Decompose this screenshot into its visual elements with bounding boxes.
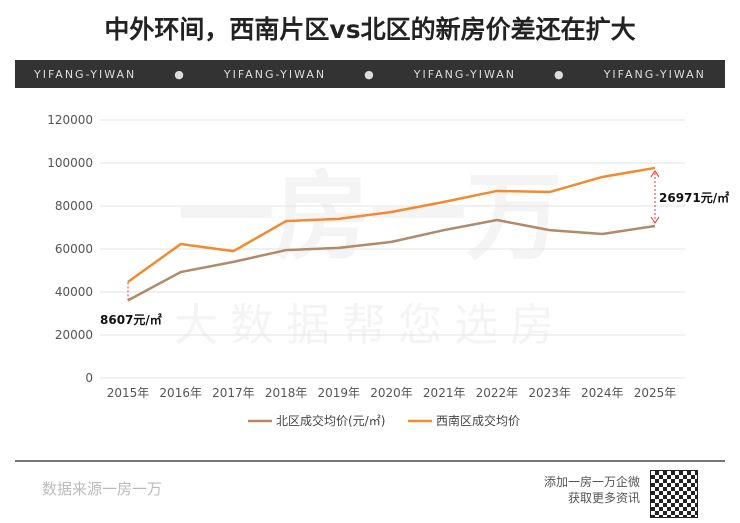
- y-tick-label: 20000: [55, 328, 93, 342]
- legend-label: 西南区成交均价: [436, 413, 520, 428]
- band-dot: ●: [174, 67, 186, 81]
- x-tick-label: 2025年: [634, 386, 677, 400]
- y-tick-label: 0: [85, 371, 93, 385]
- series-line-0: [127, 218, 656, 302]
- x-tick-label: 2019年: [318, 386, 361, 400]
- y-tick-label: 100000: [47, 156, 93, 170]
- x-tick-label: 2022年: [476, 386, 519, 400]
- band-text: YIFANG-YIWAN: [34, 67, 137, 81]
- watermark: 大数据帮您选房: [174, 300, 566, 351]
- promo-text: 添加一房一万企微获取更多资讯: [544, 474, 640, 506]
- annotation: 26971元/㎡: [659, 190, 729, 205]
- data-source: 数据来源一房一万: [42, 480, 163, 498]
- y-tick-label: 120000: [47, 113, 93, 127]
- arrow-icon: [650, 170, 660, 224]
- x-tick-label: 2021年: [423, 386, 466, 400]
- x-tick-label: 2016年: [159, 386, 202, 400]
- brand-band: YIFANG-YIWAN ● YIFANG-YIWAN ● YIFANG-YIW…: [15, 60, 725, 88]
- watermark: 一房一万: [178, 161, 562, 273]
- annotation: 8607元/㎡: [100, 312, 162, 327]
- series-line-1: [127, 166, 656, 283]
- y-tick-label: 60000: [55, 242, 93, 256]
- promo-line: 添加一房一万企微: [543, 475, 640, 489]
- band-dot: ●: [554, 67, 566, 81]
- band-text: YIFANG-YIWAN: [413, 67, 517, 81]
- band-text: YIFANG-YIWAN: [223, 67, 327, 81]
- page-title: 中外环间，西南片区vs北区的新房价差还在扩大: [104, 15, 636, 44]
- x-tick-label: 2018年: [265, 386, 308, 400]
- band-dot: ●: [364, 67, 376, 81]
- x-tick-label: 2015年: [107, 386, 150, 400]
- qr-code[interactable]: [650, 470, 698, 518]
- band-text: YIFANG-YIWAN: [603, 67, 706, 81]
- y-tick-label: 40000: [55, 285, 93, 299]
- divider: [15, 460, 725, 462]
- promo-line: 获取更多资讯: [567, 491, 640, 505]
- x-tick-label: 2017年: [212, 386, 255, 400]
- legend-label: 北区成交均价(元/㎡): [276, 413, 385, 428]
- x-tick-label: 2023年: [528, 386, 571, 400]
- y-tick-label: 80000: [55, 199, 93, 213]
- x-tick-label: 2020年: [370, 386, 413, 400]
- x-tick-label: 2024年: [581, 386, 624, 400]
